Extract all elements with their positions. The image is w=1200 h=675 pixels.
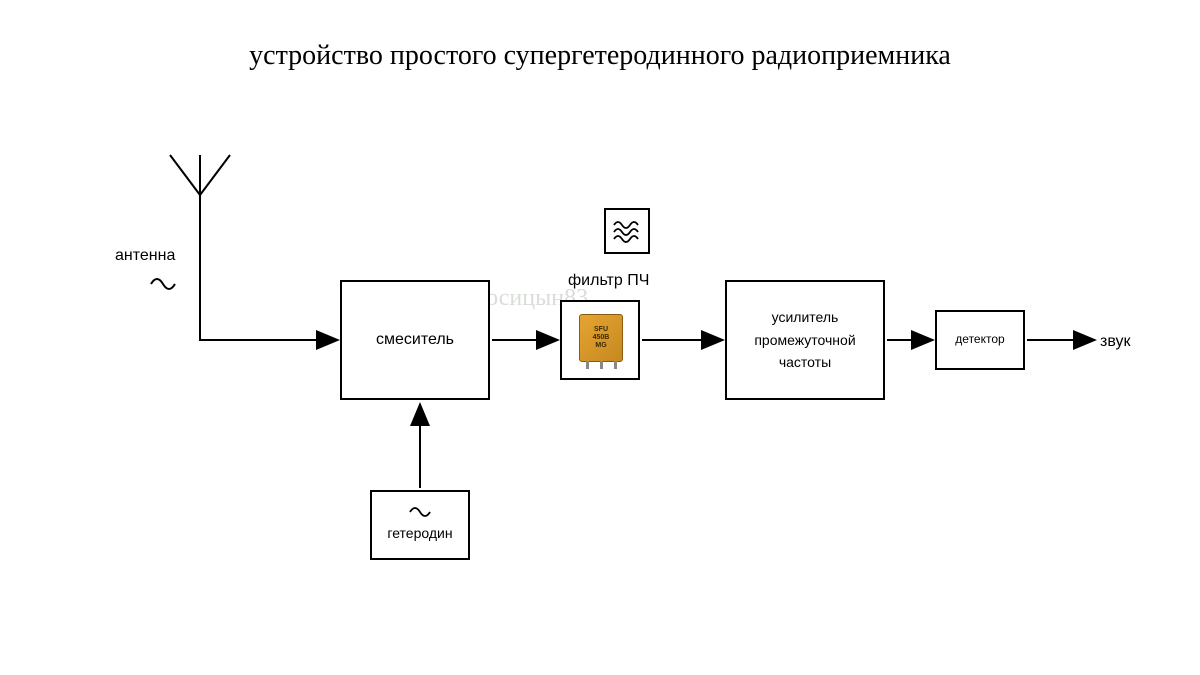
- heterodyne-label: гетеродин: [387, 522, 452, 544]
- if-amp-label-3: частоты: [779, 351, 831, 373]
- filter-pins-icon: [580, 361, 622, 369]
- if-amplifier-block: усилитель промежуточной частоты: [725, 280, 885, 400]
- block-diagram: смеситель SFU 450B MG усилитель промежут…: [0, 0, 1200, 675]
- filter-symbol-box: [604, 208, 650, 254]
- heterodyne-block: гетеродин: [370, 490, 470, 560]
- filter-comp-text2: 450B: [593, 334, 610, 342]
- heterodyne-wave-icon: [408, 506, 432, 518]
- mixer-block: смеситель: [340, 280, 490, 400]
- filter-if-label: фильтр ПЧ: [568, 272, 649, 290]
- sound-label: звук: [1100, 333, 1130, 351]
- filter-comp-text3: MG: [595, 342, 606, 350]
- antenna-wave-icon: [148, 275, 178, 293]
- if-amp-label-2: промежуточной: [754, 329, 855, 351]
- filter-if-block: SFU 450B MG: [560, 300, 640, 380]
- antenna-label: антенна: [115, 247, 175, 265]
- detector-label: детектор: [955, 330, 1004, 349]
- mixer-label: смеситель: [376, 327, 454, 353]
- detector-block: детектор: [935, 310, 1025, 370]
- filter-comp-text1: SFU: [594, 326, 608, 334]
- filter-component-icon: SFU 450B MG: [579, 314, 623, 362]
- if-amp-label-1: усилитель: [772, 306, 839, 328]
- filter-wave-icon: [612, 219, 642, 243]
